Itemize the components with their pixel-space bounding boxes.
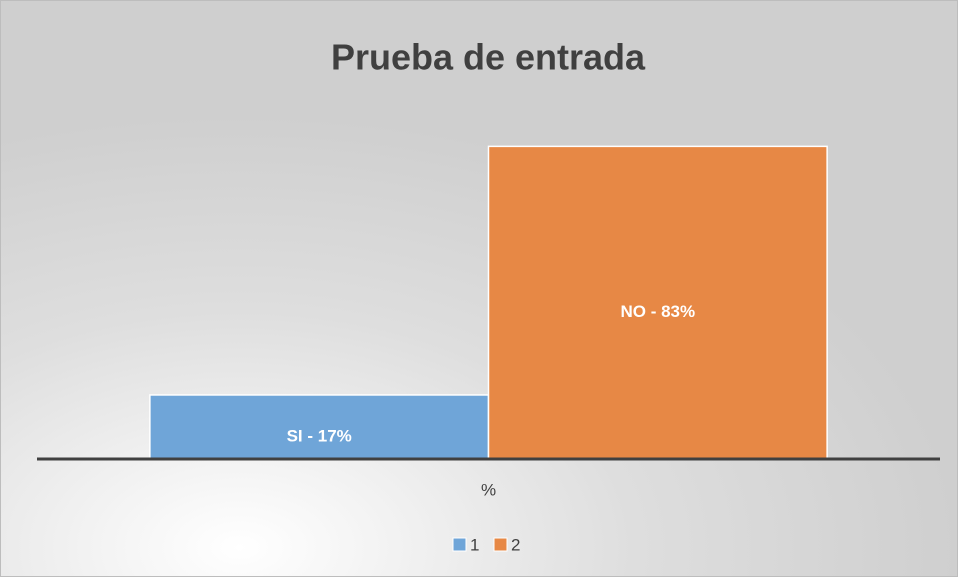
legend-label: 1	[470, 535, 479, 554]
bar	[149, 394, 490, 460]
legend-label: 2	[511, 535, 520, 554]
legend-swatch	[493, 537, 508, 552]
chart-title: Prueba de entrada	[331, 37, 646, 78]
data-label: SI - 17%	[287, 426, 352, 445]
legend-swatch	[452, 537, 467, 552]
bar	[487, 145, 828, 460]
data-label: NO - 83%	[620, 302, 695, 321]
x-tick-label: %	[481, 480, 496, 499]
